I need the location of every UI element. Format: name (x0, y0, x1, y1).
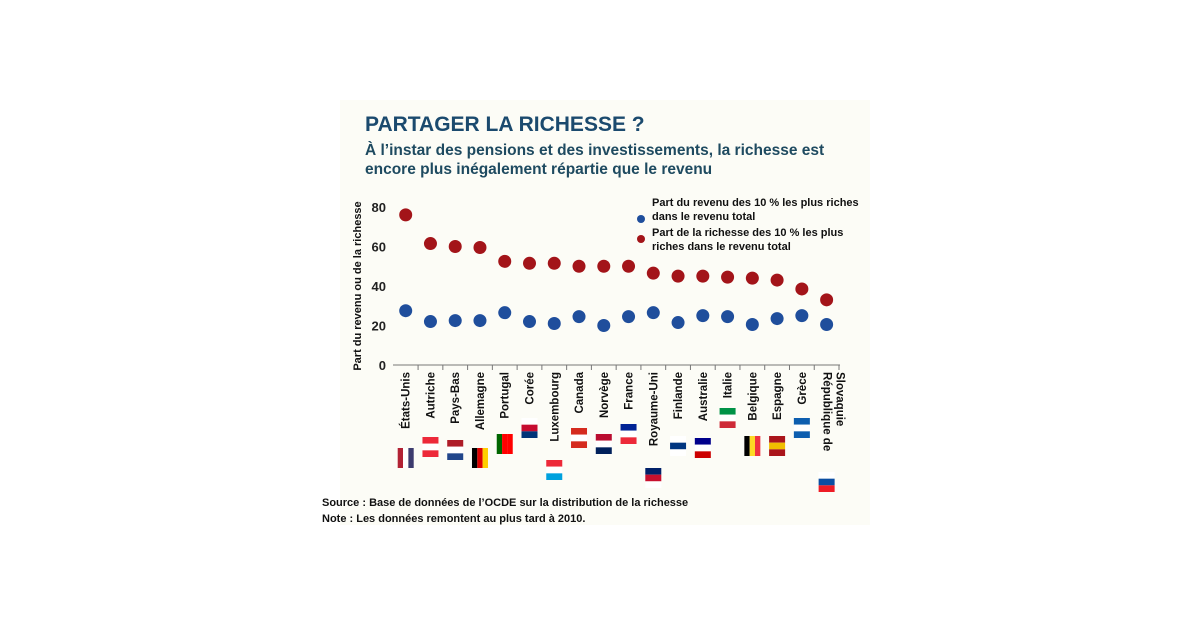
x-tick-label: France (624, 372, 636, 410)
x-tick-label: Slovaquie (834, 372, 846, 426)
legend-marker-wealth (637, 235, 645, 243)
flag-icon (397, 448, 414, 468)
wealth-share-dot (820, 293, 834, 307)
wealth-share-dot (448, 240, 462, 253)
income-share-dot (448, 314, 462, 328)
income-share-dot (646, 306, 660, 320)
wealth-share-dot (795, 282, 809, 296)
y-tick-label: 20 (372, 319, 386, 334)
x-tick-label: Italie (723, 372, 735, 398)
flag-icon (769, 436, 786, 456)
flag-icon (496, 434, 513, 454)
x-tick-label: Canada (574, 371, 586, 413)
wealth-share-dot (646, 266, 660, 280)
chart-title: PARTAGER LA RICHESSE ? (365, 113, 645, 136)
wealth-share-dot (498, 254, 512, 268)
income-share-dot (572, 310, 586, 324)
y-tick-label: 60 (372, 240, 386, 255)
flag-icon (595, 434, 612, 454)
source-note: Source : Base de données de l’OCDE sur l… (322, 497, 689, 509)
flag-icon (620, 424, 637, 444)
flag-icon (521, 418, 538, 438)
legend-marker-income (637, 215, 645, 223)
income-share-dot (721, 310, 735, 324)
wealth-share-dot (696, 269, 710, 283)
income-share-dot (622, 310, 636, 324)
income-share-dot (547, 317, 561, 331)
flag-icon (793, 418, 810, 438)
income-share-dot (795, 309, 809, 323)
y-tick-label: 0 (379, 358, 386, 373)
wealth-share-dot (721, 270, 735, 284)
flag-icon (719, 408, 736, 428)
wealth-share-dot (671, 269, 685, 283)
x-tick-label: Royaume-Uni (648, 372, 660, 446)
income-share-dot (498, 306, 512, 320)
flag-icon (694, 438, 711, 458)
wealth-share-dot (423, 237, 437, 251)
chart-subtitle: À l’instar des pensions et des investiss… (365, 142, 825, 178)
wealth-share-dot (572, 259, 586, 273)
x-tick-label: Luxembourg (549, 372, 561, 442)
income-share-dot (597, 319, 611, 332)
wealth-share-dot (745, 271, 759, 285)
x-tick-label: Corée (525, 372, 537, 405)
x-tick-label: Pays-Bas (450, 372, 462, 424)
income-share-dot (696, 309, 710, 323)
wealth-share-dot (597, 259, 611, 273)
wealth-share-dot (399, 208, 413, 222)
flag-icon (744, 436, 761, 456)
flag-icon (546, 460, 563, 480)
y-tick-label: 80 (372, 200, 386, 215)
flag-icon (447, 440, 464, 460)
y-tick-label: 40 (372, 279, 386, 294)
wealth-share-dot (523, 256, 536, 270)
x-tick-label: Finlande (673, 372, 685, 419)
x-tick-label: Australie (698, 372, 710, 421)
x-tick-label: États-Unis (400, 372, 413, 429)
wealth-share-dot (622, 259, 636, 273)
x-tick-label: République de (821, 372, 833, 451)
wealth-share-dot (770, 273, 784, 287)
x-tick-label: Grèce (797, 372, 809, 405)
x-tick-label: Espagne (772, 372, 784, 420)
flag-icon (670, 436, 687, 456)
income-share-dot (745, 318, 759, 332)
income-share-dot (820, 318, 834, 332)
flag-icon (471, 448, 488, 468)
x-tick-label: Portugal (500, 372, 512, 419)
flag-icon (571, 428, 588, 448)
legend-label: Part du revenu des 10 % les plus riches d… (652, 197, 859, 223)
flag-icon (422, 437, 439, 457)
income-share-dot (770, 312, 784, 326)
income-share-dot (523, 315, 536, 329)
income-share-dot (671, 316, 685, 330)
flag-icon (645, 468, 662, 488)
x-tick-label: Allemagne (475, 372, 487, 430)
income-share-dot (399, 304, 413, 318)
wealth-share-dot (473, 240, 487, 254)
x-tick-label: Belgique (747, 372, 759, 421)
wealth-share-dot (547, 256, 561, 270)
income-share-dot (423, 315, 437, 329)
x-tick-label: Autriche (425, 372, 437, 419)
x-tick-label: Norvège (599, 372, 611, 418)
legend-label: Part de la richesse des 10 % les plus ric… (652, 227, 843, 253)
y-axis-label: Part du revenu ou de la richesse (352, 201, 364, 370)
income-share-dot (473, 314, 487, 328)
flag-icon (818, 472, 835, 492)
data-note: Note : Les données remontent au plus tar… (322, 513, 586, 525)
